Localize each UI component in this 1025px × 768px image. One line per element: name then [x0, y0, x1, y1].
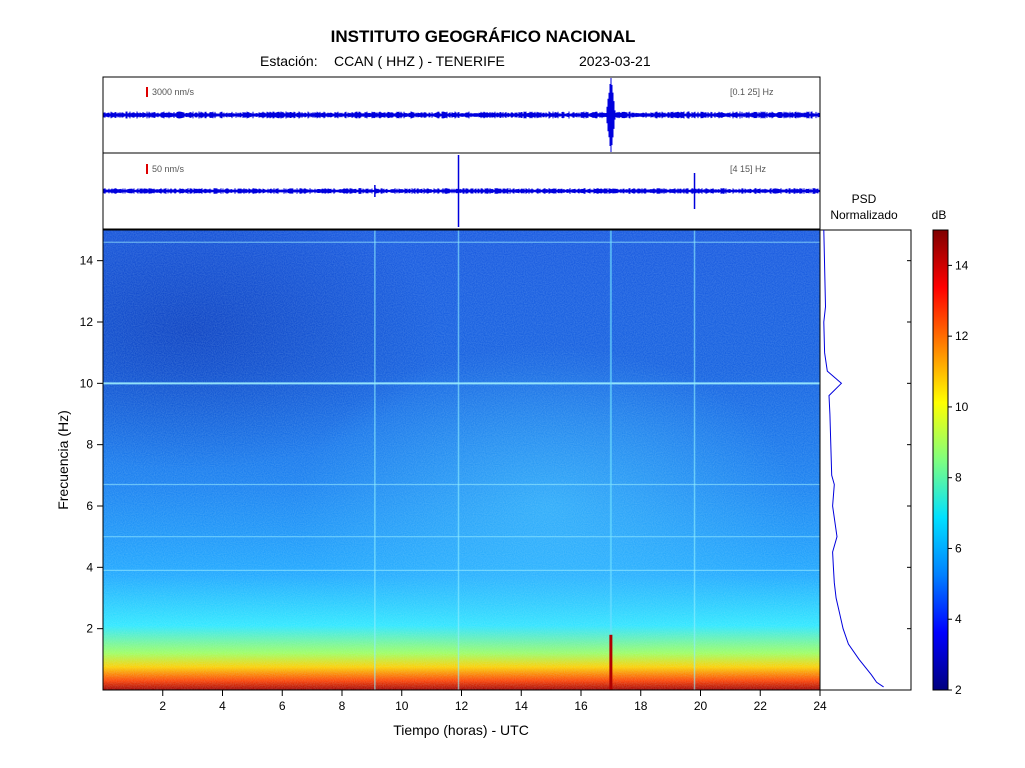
x-tick-label: 24: [813, 699, 827, 713]
x-tick-label: 18: [634, 699, 648, 713]
y-tick-label: 4: [86, 560, 93, 574]
waveform-top-panel: [102, 76, 821, 154]
x-axis-label: Tiempo (horas) - UTC: [393, 722, 529, 738]
colorbar-tick-label: 12: [955, 329, 969, 343]
waveform-bottom-band: [4 15] Hz: [730, 164, 767, 174]
waveform-bottom-trace: [103, 188, 820, 194]
colorbar-tick-label: 14: [955, 258, 969, 272]
y-tick-label: 2: [86, 622, 93, 636]
y-axis-label: Frecuencia (Hz): [55, 410, 71, 510]
x-tick-label: 12: [455, 699, 469, 713]
x-tick-label: 2: [159, 699, 166, 713]
colorbar-tick-label: 8: [955, 471, 962, 485]
colorbar-tick-label: 4: [955, 612, 962, 626]
x-axis: 2 4 6 8 10 12 14 16 18 20 22 24: [159, 690, 827, 713]
figure-title: INSTITUTO GEOGRÁFICO NACIONAL: [331, 27, 636, 46]
waveform-top-band: [0.1 25] Hz: [730, 87, 774, 97]
waveform-bottom-scale-marker: [146, 164, 148, 174]
x-tick-label: 6: [279, 699, 286, 713]
waveform-bottom-scale: 50 nm/s: [152, 164, 185, 174]
x-tick-label: 20: [694, 699, 708, 713]
station-name: CCAN ( HHZ ) - TENERIFE: [334, 53, 505, 69]
x-tick-label: 14: [515, 699, 529, 713]
psd-panel: [819, 229, 912, 691]
psd-sublabel: Normalizado: [830, 208, 898, 222]
x-tick-label: 10: [395, 699, 409, 713]
y-tick-label: 8: [86, 438, 93, 452]
colorbar-tick-label: 6: [955, 541, 962, 555]
station-prefix: Estación:: [260, 53, 318, 69]
psd-frame: [819, 229, 912, 691]
waveform-bottom-panel: [102, 152, 821, 230]
date-label: 2023-03-21: [579, 53, 651, 69]
colorbar-label: dB: [932, 208, 947, 222]
x-tick-label: 8: [339, 699, 346, 713]
colorbar-tick-label: 10: [955, 400, 969, 414]
y-tick-label: 10: [80, 376, 94, 390]
y-tick-label: 6: [86, 499, 93, 513]
waveform-top-scale: 3000 nm/s: [152, 87, 195, 97]
y-tick-label: 14: [80, 254, 94, 268]
psd-curve: [823, 229, 884, 688]
x-tick-label: 16: [574, 699, 588, 713]
waveform-top-trace: [103, 78, 820, 152]
waveform-top-scale-marker: [146, 87, 148, 97]
colorbar-tick-label: 2: [955, 683, 962, 697]
x-tick-label: 4: [219, 699, 226, 713]
y-axis: 2 4 6 8 10 12 14: [80, 254, 824, 636]
psd-label: PSD: [852, 192, 877, 206]
spectrogram-noise: [103, 230, 820, 690]
spectrogram-panel: [102, 229, 821, 691]
y-tick-label: 12: [80, 315, 94, 329]
spectrogram-lines: [103, 230, 820, 690]
colorbar: 2 4 6 8 10 12 14: [932, 229, 969, 697]
x-tick-label: 22: [754, 699, 768, 713]
colorbar-gradient: [932, 229, 949, 691]
